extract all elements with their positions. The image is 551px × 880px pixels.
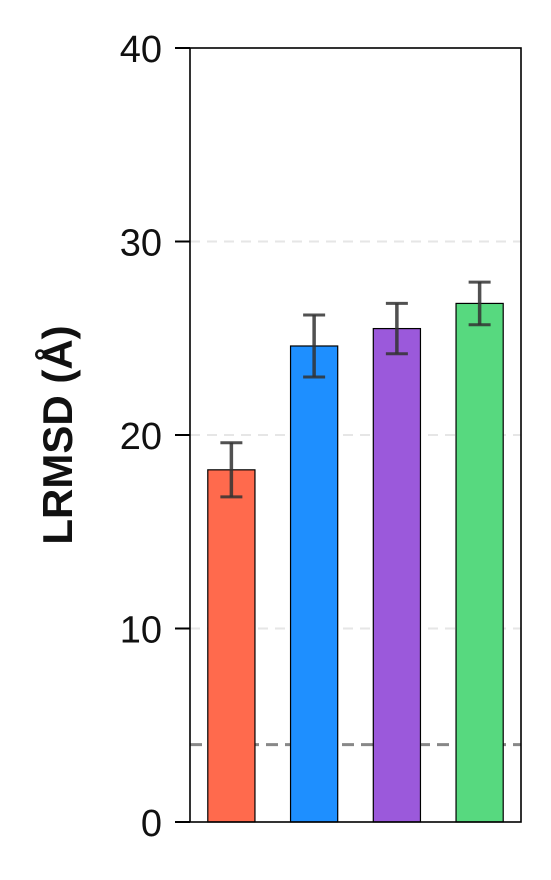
bar [372,327,422,823]
bar [455,302,504,823]
y-tick-label: 20 [120,416,162,458]
error-bars [220,280,491,499]
error-bar [303,313,326,379]
y-tick-label: 40 [120,29,162,71]
y-tick-label: 0 [141,803,162,845]
y-tick-label: 30 [120,223,162,265]
error-bar [385,301,408,356]
error-bar [220,441,243,499]
bars [207,302,504,823]
y-axis: 0 10 20 30 40 [120,29,190,845]
bar [289,345,339,823]
bar [207,469,256,823]
error-bar [468,280,491,327]
y-axis-title: LRMSD (Å) [34,325,81,544]
y-tick-label: 10 [120,610,162,652]
